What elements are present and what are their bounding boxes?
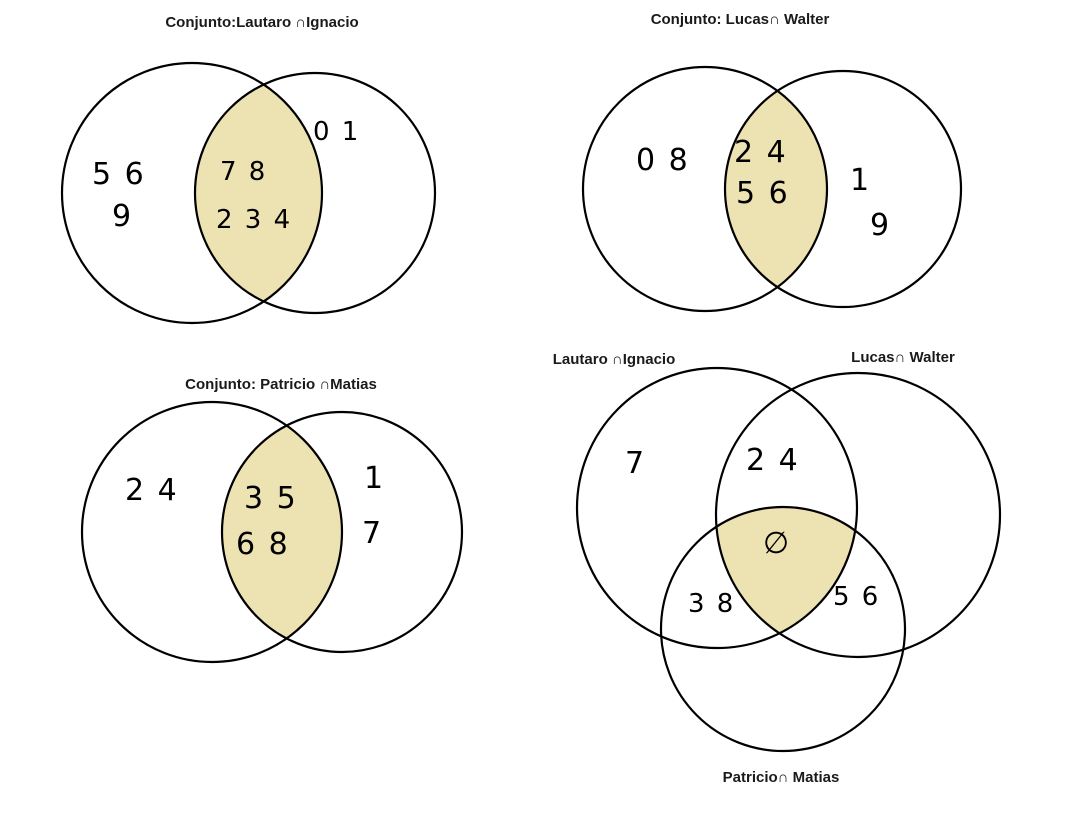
ab-values: 2 4 xyxy=(746,443,800,478)
set-circle-right xyxy=(723,69,963,309)
intersection-values: 2 4 xyxy=(734,135,788,170)
set-label-patricio-matias: Patricio∩ Matias xyxy=(723,769,840,786)
left-only-values: 9 xyxy=(112,199,133,234)
intersection-region xyxy=(725,71,827,307)
bc-values: 5 6 xyxy=(833,582,880,612)
set-circle-left xyxy=(60,61,324,325)
venn-lautaro-ignacio: Conjunto:Lautaro ∩Ignacio 5 6 9 7 8 2 3 … xyxy=(60,14,437,325)
a-only-values: 7 xyxy=(625,446,646,481)
set-label-lautaro-ignacio: Lautaro ∩Ignacio xyxy=(553,351,676,368)
ac-values: 3 8 xyxy=(688,589,735,619)
set-circle-right xyxy=(220,410,464,654)
abc-values: ∅ xyxy=(763,526,791,561)
left-only-values: 5 6 xyxy=(92,157,146,192)
right-only-values: 1 xyxy=(364,461,385,496)
diagram-title: Conjunto:Lautaro ∩Ignacio xyxy=(165,14,358,31)
intersection-region xyxy=(195,73,322,313)
left-only-values: 2 4 xyxy=(125,473,179,508)
left-only-values: 0 8 xyxy=(636,143,690,178)
intersection-values: 7 8 xyxy=(220,157,267,187)
set-label-lucas-walter: Lucas∩ Walter xyxy=(851,349,955,366)
intersection-values: 3 5 xyxy=(244,481,298,516)
right-only-values: 7 xyxy=(362,516,383,551)
intersection-values: 5 6 xyxy=(736,176,790,211)
diagram-title: Conjunto: Patricio ∩Matias xyxy=(185,376,377,393)
right-only-values: 9 xyxy=(870,208,891,243)
set-circle-a xyxy=(575,366,859,650)
set-circle-left xyxy=(80,400,344,664)
intersection-values: 2 3 4 xyxy=(216,205,292,235)
intersection-values: 6 8 xyxy=(236,527,290,562)
intersection-region xyxy=(222,412,342,652)
set-circle-left xyxy=(581,65,829,313)
set-circle-c xyxy=(659,505,907,753)
right-only-values: 0 1 xyxy=(313,117,360,147)
venn-lucas-walter: Conjunto: Lucas∩ Walter 0 8 2 4 5 6 1 9 xyxy=(581,11,963,313)
set-circle-right xyxy=(193,71,437,315)
venn-three-sets: Lautaro ∩Ignacio Lucas∩ Walter Patricio∩… xyxy=(553,349,1002,786)
diagram-title: Conjunto: Lucas∩ Walter xyxy=(651,11,830,28)
set-circle-b xyxy=(714,371,1002,659)
right-only-values: 1 xyxy=(850,163,871,198)
venn-patricio-matias: Conjunto: Patricio ∩Matias 2 4 3 5 6 8 1… xyxy=(80,376,464,664)
